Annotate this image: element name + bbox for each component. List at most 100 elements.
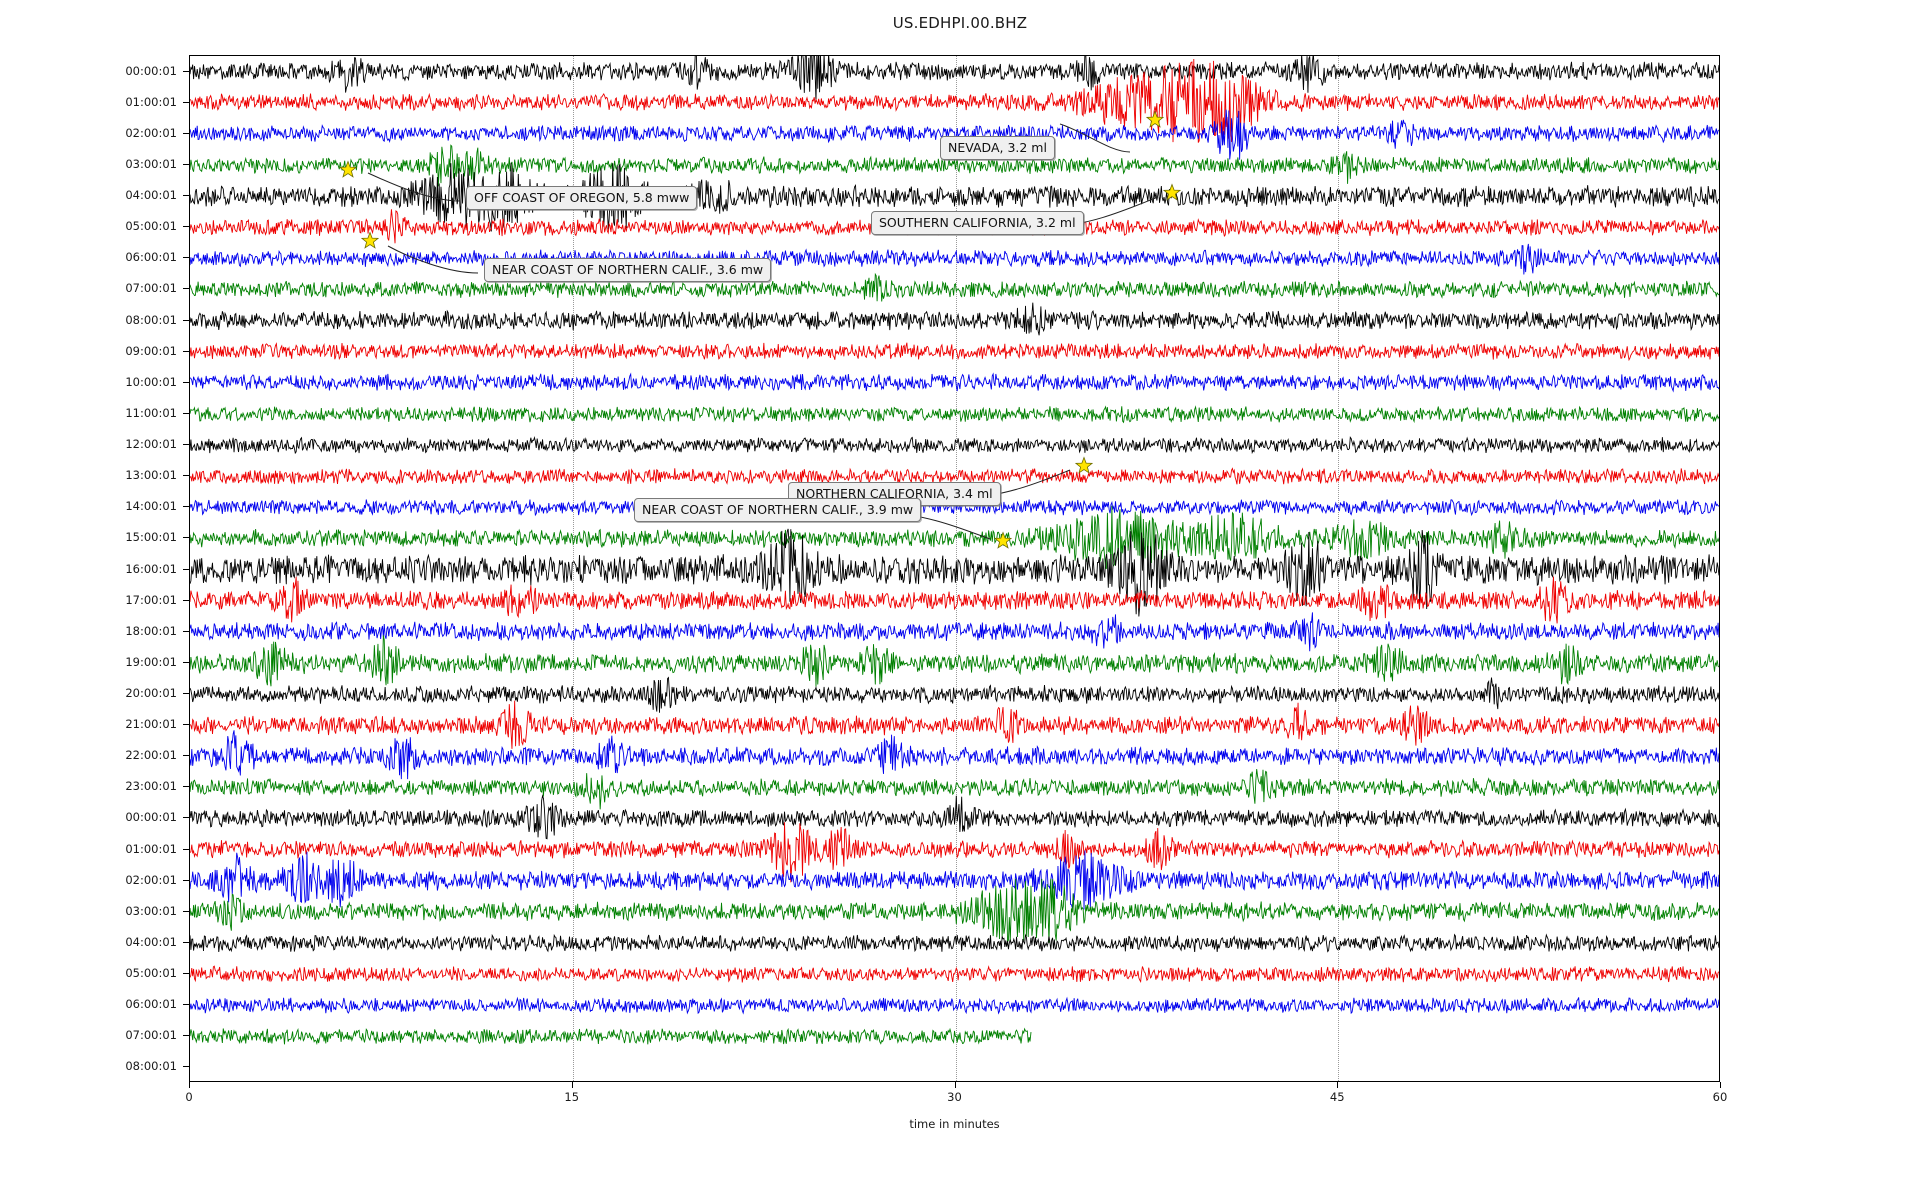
trace-path (190, 437, 1719, 453)
trace-row (190, 65, 1719, 140)
y-axis-tick (183, 226, 189, 228)
y-axis-tick (183, 195, 189, 197)
y-axis-tick-label: 08:00:01 (125, 1059, 177, 1074)
trace-path (190, 529, 1719, 617)
trace-path (190, 468, 1719, 484)
trace-row (190, 719, 1719, 794)
y-axis-tick-label: 23:00:01 (125, 779, 177, 794)
y-axis-tick-label: 11:00:01 (125, 405, 177, 420)
y-axis-tick-label: 07:00:01 (125, 281, 177, 296)
y-axis-tick (183, 817, 189, 819)
y-axis-tick-label: 14:00:01 (125, 499, 177, 514)
y-axis-tick (183, 412, 189, 414)
trace-row (190, 657, 1719, 732)
y-axis-tick-label: 03:00:01 (125, 903, 177, 918)
trace-path (190, 851, 1719, 910)
y-axis-tick (183, 1004, 189, 1006)
trace-path (190, 700, 1719, 748)
y-axis-tick-label: 18:00:01 (125, 623, 177, 638)
y-axis-tick-label: 17:00:01 (125, 592, 177, 607)
y-axis-tick (183, 1035, 189, 1037)
y-axis-tick (183, 755, 189, 757)
y-axis-tick-label: 01:00:01 (125, 841, 177, 856)
y-axis-tick (183, 163, 189, 165)
trace-row (190, 781, 1719, 856)
y-axis-tick-label: 09:00:01 (125, 343, 177, 358)
trace-path (190, 796, 1719, 839)
trace-path (190, 1028, 1031, 1044)
trace-path (190, 997, 1719, 1013)
trace-path (190, 274, 1719, 301)
trace-row (190, 999, 1719, 1074)
trace-path (190, 822, 1719, 882)
y-axis-tick (183, 288, 189, 290)
trace-path (190, 343, 1719, 360)
trace-path (190, 635, 1719, 686)
trace-row (190, 1030, 1719, 1081)
y-axis-tick (183, 132, 189, 134)
trace-path (190, 162, 1719, 231)
y-axis-tick (183, 506, 189, 508)
y-axis-tick-label: 07:00:01 (125, 1028, 177, 1043)
y-axis-tick-label: 06:00:01 (125, 250, 177, 265)
trace-row (190, 314, 1719, 389)
x-axis-tick-label: 15 (564, 1090, 580, 1104)
trace-path (190, 577, 1719, 624)
trace-row (190, 532, 1719, 607)
trace-path (190, 769, 1719, 809)
y-axis-tick-label: 16:00:01 (125, 561, 177, 576)
trace-row (190, 252, 1719, 327)
trace-path (190, 934, 1719, 951)
trace-row (190, 812, 1719, 887)
y-axis-tick (183, 910, 189, 912)
x-axis-tick (954, 1082, 956, 1088)
y-axis-tick (183, 973, 189, 975)
y-axis-tick-label: 02:00:01 (125, 872, 177, 887)
trace-layer (190, 56, 1719, 1081)
trace-row (190, 906, 1719, 981)
trace-row (190, 345, 1719, 420)
x-axis-tick-label: 45 (1329, 1090, 1345, 1104)
trace-row (190, 563, 1719, 638)
x-axis-tick (571, 1082, 573, 1088)
chart-title: US.EDHPI.00.BHZ (892, 14, 1028, 32)
x-axis-tick-label: 30 (947, 1090, 962, 1104)
y-axis-tick (183, 257, 189, 259)
y-axis-tick-label: 12:00:01 (125, 437, 177, 451)
trace-row (190, 439, 1719, 514)
y-axis-tick (183, 319, 189, 321)
y-axis-tick (183, 475, 189, 477)
y-axis-tick (183, 941, 189, 943)
trace-row (190, 874, 1719, 949)
y-axis-tick-label: 04:00:01 (125, 934, 177, 949)
trace-row (190, 843, 1719, 918)
trace-path (190, 677, 1719, 712)
trace-path (190, 374, 1719, 391)
y-axis-tick-label: 20:00:01 (125, 685, 177, 700)
y-axis-tick (183, 630, 189, 632)
trace-row (190, 968, 1719, 1043)
trace-path (190, 613, 1719, 652)
y-axis-tick (183, 879, 189, 881)
x-axis-tick (1337, 1082, 1339, 1088)
y-axis-tick-label: 19:00:01 (125, 654, 177, 669)
trace-path (190, 110, 1719, 160)
trace-row (190, 96, 1719, 171)
x-axis-title: time in minutes (909, 1117, 1000, 1131)
trace-path (190, 406, 1719, 422)
y-axis-tick (183, 350, 189, 352)
y-axis-tick (183, 568, 189, 570)
trace-path (190, 303, 1719, 336)
trace-path (190, 59, 1719, 145)
trace-row (190, 159, 1719, 234)
y-axis-tick-label: 05:00:01 (125, 219, 177, 234)
y-axis-tick (183, 101, 189, 103)
y-axis-tick (183, 724, 189, 726)
y-axis-tick-label: 15:00:01 (125, 530, 177, 545)
y-axis-tick-label: 00:00:01 (125, 810, 177, 825)
y-axis-tick-label: 05:00:01 (125, 966, 177, 981)
trace-row (190, 377, 1719, 452)
y-axis-tick (183, 444, 189, 445)
y-axis-tick (183, 661, 189, 663)
